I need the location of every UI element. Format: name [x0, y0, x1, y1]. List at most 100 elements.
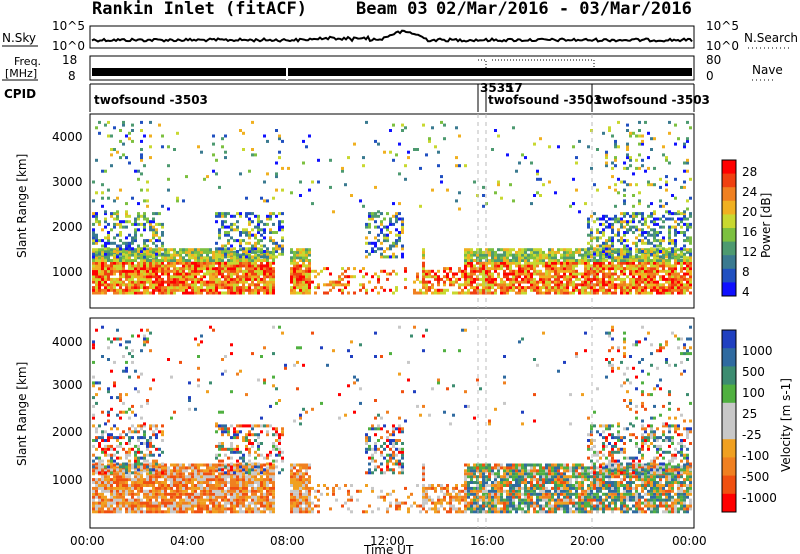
heatmap-cell	[395, 241, 398, 245]
heatmap-cell	[137, 436, 140, 440]
heatmap-cell	[551, 250, 554, 254]
heatmap-cell	[422, 123, 425, 127]
heatmap-cell	[683, 239, 686, 243]
heatmap-cell	[620, 248, 623, 252]
heatmap-cell	[134, 475, 137, 479]
heatmap-cell	[233, 214, 236, 218]
heatmap-cell	[263, 424, 266, 428]
heatmap-cell	[137, 507, 140, 511]
heatmap-cell	[662, 236, 665, 240]
heatmap-cell	[512, 199, 515, 203]
heatmap-cell	[119, 250, 122, 254]
heatmap-cell	[674, 220, 677, 224]
heatmap-cell	[299, 280, 302, 284]
heatmap-cell	[599, 259, 602, 262]
heatmap-cell	[161, 272, 164, 276]
heatmap-cell	[587, 272, 590, 276]
heatmap-cell	[182, 256, 185, 260]
heatmap-cell	[185, 492, 188, 496]
heatmap-cell	[617, 264, 620, 268]
heatmap-cell	[254, 283, 257, 287]
heatmap-cell	[605, 241, 608, 245]
heatmap-cell	[122, 275, 125, 279]
heatmap-cell	[587, 291, 590, 295]
heatmap-cell	[212, 495, 215, 499]
heatmap-cell	[185, 486, 188, 490]
heatmap-cell	[647, 204, 650, 208]
heatmap-cell	[221, 259, 224, 262]
heatmap-cell	[353, 275, 356, 279]
heatmap-cell	[302, 253, 305, 257]
heatmap-cell	[683, 233, 686, 237]
heatmap-cell	[599, 280, 602, 284]
heatmap-cell	[125, 291, 128, 295]
heatmap-cell	[128, 510, 131, 514]
heatmap-cell	[122, 486, 125, 490]
heatmap-cell	[272, 384, 275, 388]
heatmap-cell	[377, 142, 380, 146]
heatmap-cell	[116, 212, 119, 216]
heatmap-cell	[623, 269, 626, 273]
heatmap-cell	[101, 275, 104, 279]
heatmap-cell	[488, 259, 491, 262]
heatmap-cell	[236, 261, 239, 265]
heatmap-cell	[218, 442, 221, 445]
heatmap-cell	[677, 280, 680, 284]
heatmap-cell	[260, 471, 263, 475]
heatmap-cell	[623, 255, 626, 259]
heatmap-cell	[626, 183, 629, 187]
heatmap-cell	[269, 478, 272, 482]
heatmap-cell	[641, 286, 644, 290]
heatmap-cell	[137, 264, 140, 268]
heatmap-cell	[206, 259, 209, 262]
heatmap-cell	[92, 264, 95, 268]
heatmap-cell	[602, 261, 605, 265]
heatmap-cell	[209, 466, 212, 470]
heatmap-cell	[248, 468, 251, 472]
heatmap-cell	[110, 277, 113, 281]
heatmap-cell	[665, 183, 668, 187]
heatmap-cell	[677, 212, 680, 216]
heatmap-cell	[203, 478, 206, 482]
heatmap-cell	[119, 469, 122, 473]
heatmap-cell	[95, 469, 98, 473]
heatmap-cell	[569, 253, 572, 257]
heatmap-cell	[125, 486, 128, 490]
freq-right-tick-bottom: 0	[706, 69, 714, 83]
heatmap-cell	[596, 217, 599, 221]
heatmap-cell	[530, 202, 533, 206]
heatmap-cell	[98, 424, 101, 428]
heatmap-cell	[275, 231, 278, 234]
heatmap-cell	[260, 492, 263, 496]
heatmap-cell	[119, 484, 122, 487]
heatmap-cell	[173, 259, 176, 262]
heatmap-cell	[275, 447, 278, 451]
heatmap-cell	[668, 264, 671, 268]
heatmap-cell	[104, 241, 107, 245]
heatmap-cell	[293, 363, 296, 367]
heatmap-cell	[137, 212, 140, 216]
heatmap-cell	[326, 291, 329, 295]
heatmap-cell	[494, 288, 497, 292]
heatmap-cell	[182, 275, 185, 279]
heatmap-cell	[212, 288, 215, 292]
heatmap-cell	[173, 286, 176, 290]
heatmap-cell	[662, 253, 665, 257]
heatmap-cell	[296, 489, 299, 493]
heatmap-cell	[137, 228, 140, 232]
heatmap-cell	[128, 453, 131, 457]
heatmap-cell	[92, 489, 95, 493]
heatmap-cell	[671, 217, 674, 221]
heatmap-cell	[227, 255, 230, 259]
heatmap-cell	[608, 277, 611, 281]
heatmap-cell	[491, 277, 494, 281]
heatmap-cell	[143, 264, 146, 268]
heatmap-cell	[170, 475, 173, 479]
heatmap-cell	[611, 277, 614, 281]
heatmap-cell	[203, 489, 206, 493]
heatmap-cell	[425, 291, 428, 295]
heatmap-cell	[170, 248, 173, 252]
heatmap-cell	[482, 267, 485, 271]
heatmap-cell	[689, 277, 692, 281]
heatmap-cell	[317, 180, 320, 184]
